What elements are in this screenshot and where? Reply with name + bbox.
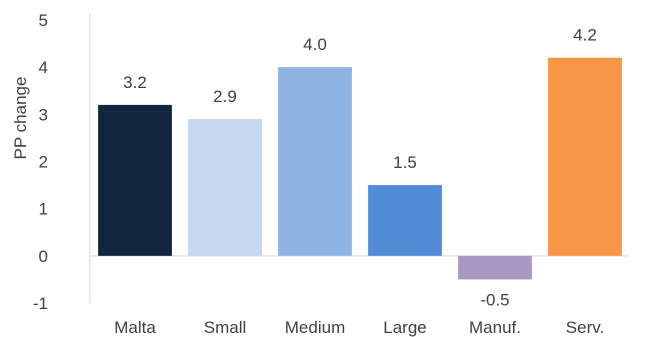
bar-medium	[278, 67, 352, 256]
y-axis-title: PP change	[11, 77, 30, 160]
data-label: -0.5	[480, 290, 509, 309]
category-label: Medium	[285, 318, 345, 337]
data-label: 1.5	[393, 153, 417, 172]
y-axis-title-group: PP change	[11, 77, 30, 160]
y-tick-label: 0	[39, 247, 48, 266]
category-labels: Malta Small Medium Large Manuf. Serv.	[114, 318, 604, 337]
y-tick-label: 3	[39, 105, 48, 124]
bar-manuf	[458, 255, 532, 280]
category-label: Malta	[114, 318, 156, 337]
y-tick-label: 4	[39, 58, 48, 77]
y-tick-labels: -1 0 1 2 3 4 5	[33, 11, 48, 313]
data-label: 4.0	[303, 35, 327, 54]
data-labels: 3.2 2.9 4.0 1.5 -0.5 4.2	[123, 26, 597, 310]
bar-malta	[98, 104, 172, 256]
data-label: 2.9	[213, 87, 237, 106]
y-tick-label: 2	[39, 153, 48, 172]
bars	[98, 57, 622, 280]
category-label: Large	[383, 318, 426, 337]
y-tick-label: -1	[33, 294, 48, 313]
y-tick-label: 1	[39, 200, 48, 219]
data-label: 4.2	[573, 26, 597, 45]
bar-large	[368, 185, 442, 256]
category-label: Serv.	[566, 318, 604, 337]
category-label: Manuf.	[469, 318, 521, 337]
data-label: 3.2	[123, 73, 147, 92]
bar-serv	[548, 57, 622, 256]
category-label: Small	[204, 318, 247, 337]
bar-small	[188, 119, 262, 256]
y-tick-label: 5	[39, 11, 48, 30]
